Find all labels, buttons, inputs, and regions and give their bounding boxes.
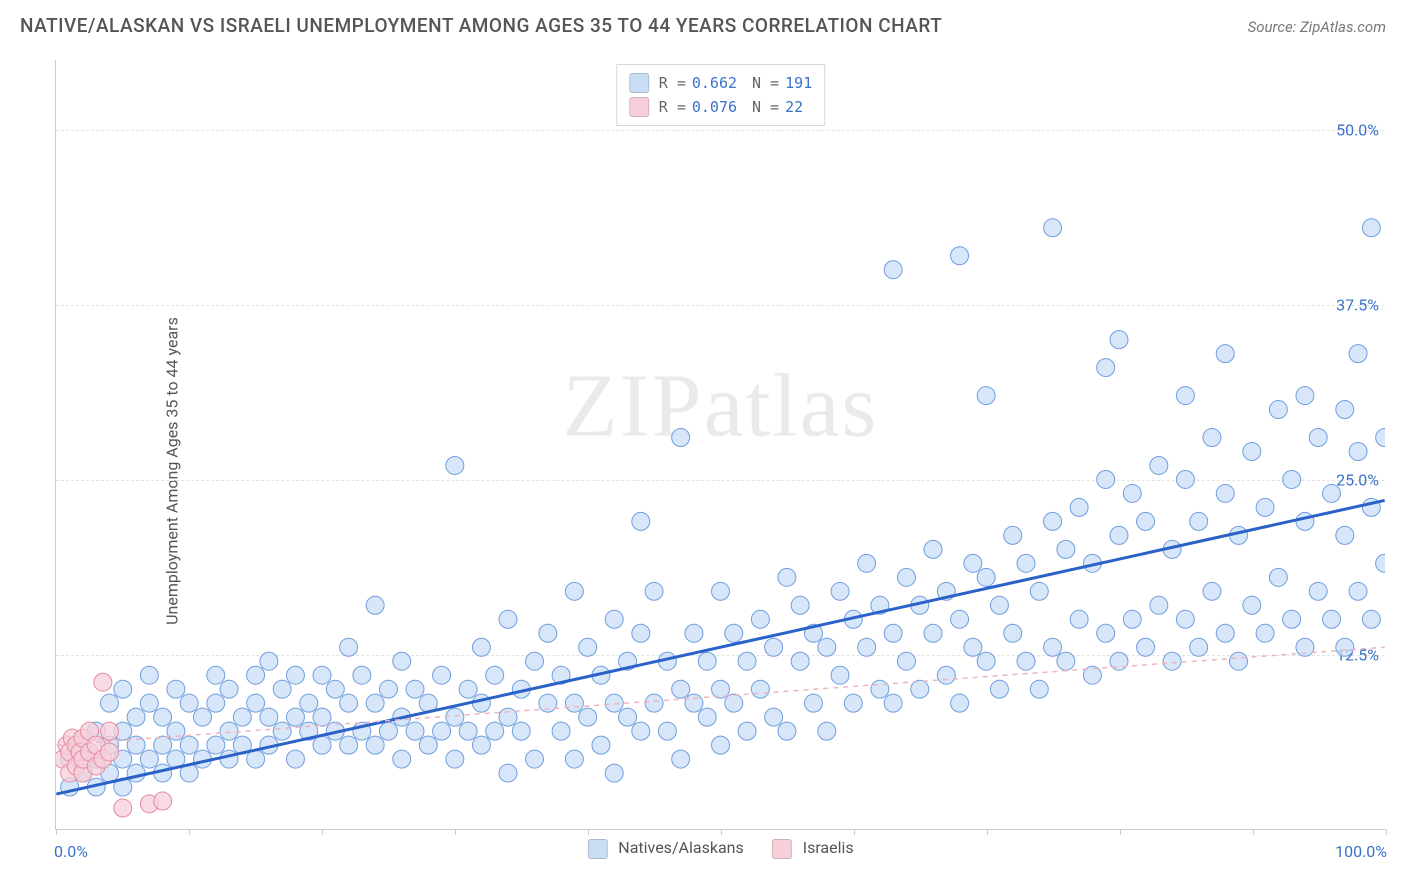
- chart-container: Unemployment Among Ages 35 to 44 years Z…: [0, 50, 1406, 892]
- legend-n-0: 191: [785, 71, 812, 95]
- source-label: Source: ZipAtlas.com: [1248, 18, 1386, 36]
- correlation-legend: R = 0.662 N = 191 R = 0.076 N = 22: [616, 64, 825, 126]
- legend-swatch-pink: [629, 97, 649, 117]
- series-legend: Natives/Alaskans Israelis: [587, 838, 853, 859]
- legend-label-israelis: Israelis: [803, 838, 854, 857]
- x-axis-min-label: 0.0%: [54, 842, 88, 861]
- legend-swatch-natives: [587, 839, 607, 859]
- legend-label-natives: Natives/Alaskans: [618, 838, 743, 857]
- legend-item-natives: Natives/Alaskans: [587, 838, 743, 859]
- trend-lines: [56, 60, 1385, 829]
- legend-item-israelis: Israelis: [772, 838, 854, 859]
- chart-title: NATIVE/ALASKAN VS ISRAELI UNEMPLOYMENT A…: [20, 14, 942, 37]
- legend-swatch-blue: [629, 73, 649, 93]
- plot-area: ZIPatlas R = 0.662 N = 191 R = 0.076 N =…: [55, 60, 1385, 830]
- legend-swatch-israelis: [772, 839, 792, 859]
- legend-n-1: 22: [785, 95, 803, 119]
- x-axis-max-label: 100.0%: [1335, 842, 1387, 861]
- legend-r-0: 0.662: [692, 71, 737, 95]
- legend-r-1: 0.076: [692, 95, 737, 119]
